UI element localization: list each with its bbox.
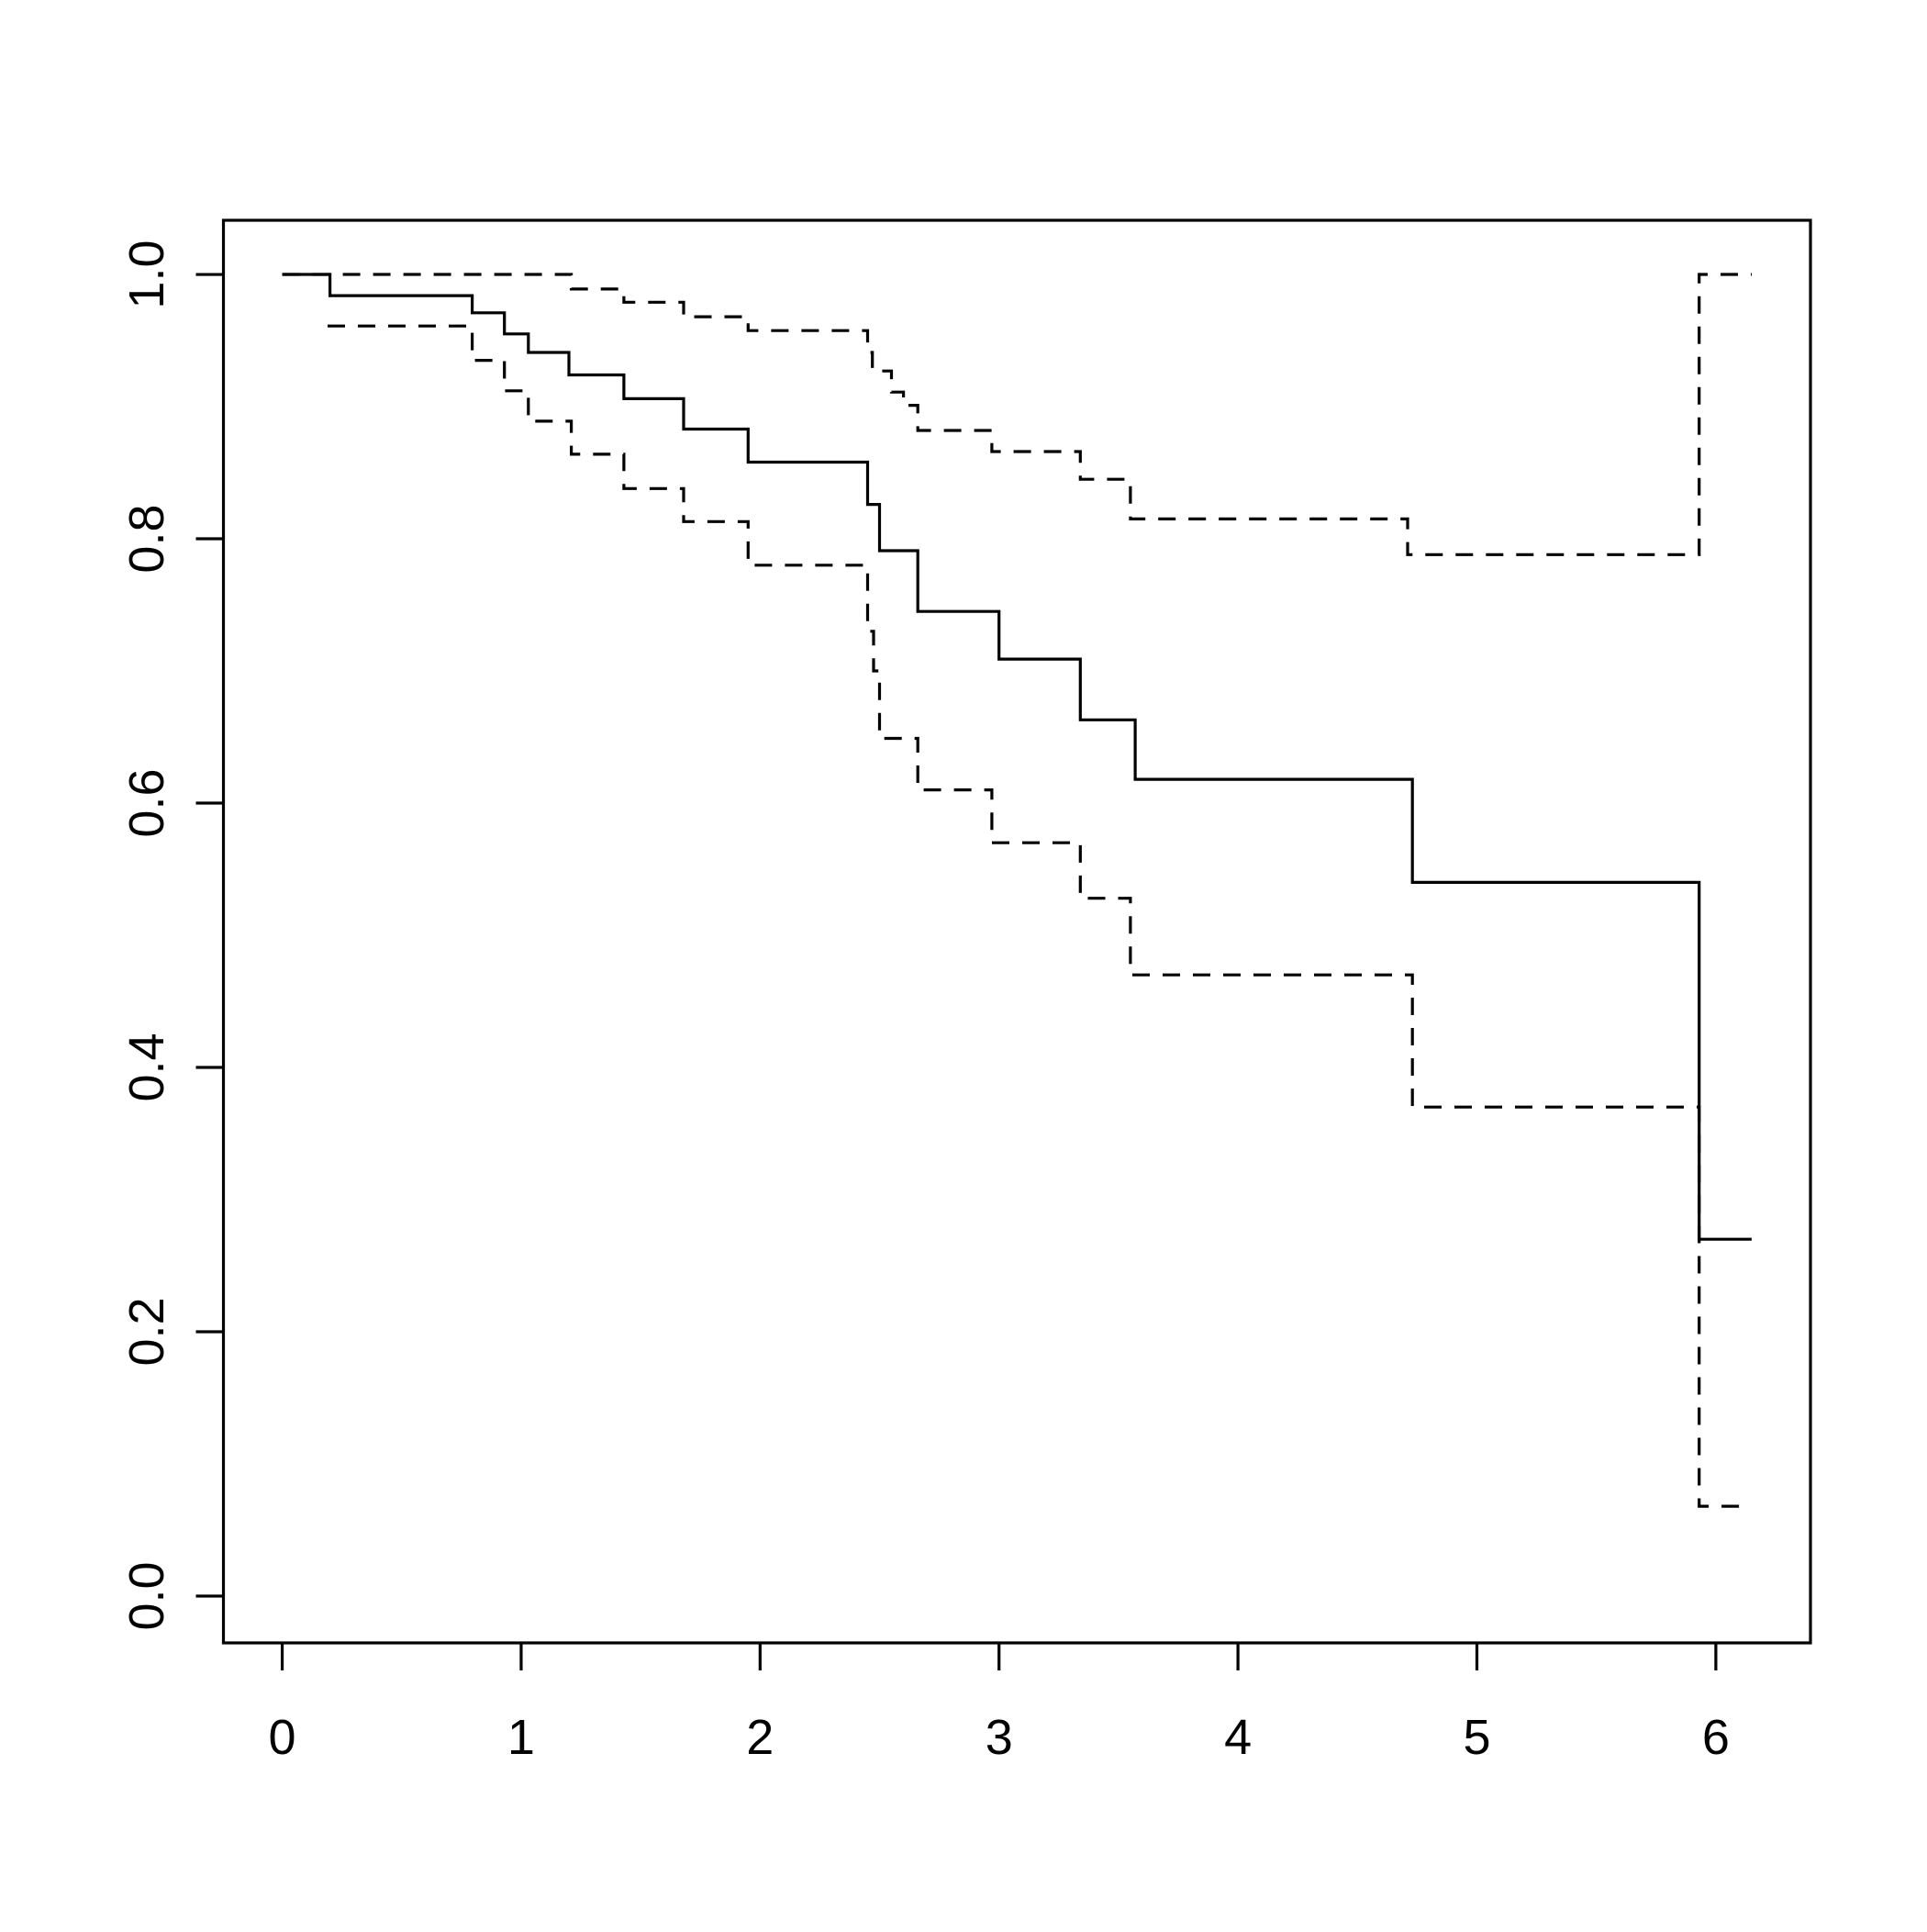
x-tick-label: 4 [1224, 1710, 1252, 1765]
x-tick-label: 0 [269, 1710, 296, 1765]
plot-border [221, 218, 1812, 1645]
upper-ci-line [282, 273, 1752, 556]
x-tick-label: 3 [986, 1710, 1013, 1765]
plot-area [221, 218, 1812, 1645]
x-tick-label: 1 [507, 1710, 535, 1765]
x-tick-label: 5 [1463, 1710, 1490, 1765]
y-tick-label: 0.6 [119, 768, 174, 837]
y-tick-label: 0.4 [119, 1033, 174, 1101]
y-axis: 0.0 0.2 0.4 0.6 0.8 1.0 [119, 240, 224, 1631]
km-estimate-line [282, 273, 1752, 1241]
y-tick-label: 0.8 [119, 504, 174, 573]
x-axis: 0 1 2 3 4 5 6 [269, 1643, 1730, 1765]
lower-ci-line [328, 324, 1752, 1508]
y-tick-label: 0.2 [119, 1297, 174, 1366]
y-tick-label: 0.0 [119, 1561, 174, 1630]
y-tick-label: 1.0 [119, 240, 174, 309]
x-tick-label: 6 [1702, 1710, 1730, 1765]
x-tick-label: 2 [746, 1710, 774, 1765]
